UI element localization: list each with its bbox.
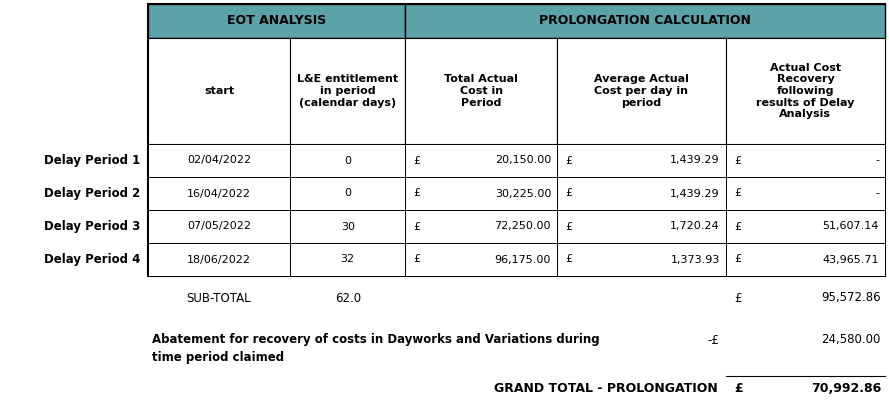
Text: 32: 32 xyxy=(340,254,355,264)
Text: GRAND TOTAL - PROLONGATION: GRAND TOTAL - PROLONGATION xyxy=(494,381,717,395)
Bar xyxy=(725,144,885,177)
Bar xyxy=(405,177,557,210)
Bar xyxy=(405,38,557,144)
Text: £: £ xyxy=(733,381,742,395)
Bar xyxy=(148,4,405,38)
Text: 72,250.00: 72,250.00 xyxy=(494,222,551,232)
Bar xyxy=(148,4,885,276)
Text: 1,439.29: 1,439.29 xyxy=(670,156,720,166)
Bar xyxy=(405,243,557,276)
Text: start: start xyxy=(204,86,234,96)
Bar xyxy=(725,177,885,210)
Text: -: - xyxy=(875,156,879,166)
Text: Delay Period 2: Delay Period 2 xyxy=(44,187,140,200)
Text: 62.0: 62.0 xyxy=(334,291,361,305)
Bar xyxy=(148,177,290,210)
Text: 95,572.86: 95,572.86 xyxy=(821,291,881,305)
Bar xyxy=(148,144,290,177)
Text: 20,150.00: 20,150.00 xyxy=(495,156,551,166)
Text: 51,607.14: 51,607.14 xyxy=(822,222,879,232)
Text: Total Actual
Cost in
Period: Total Actual Cost in Period xyxy=(444,74,518,107)
Text: Delay Period 1: Delay Period 1 xyxy=(44,154,140,167)
Text: 07/05/2022: 07/05/2022 xyxy=(187,222,251,232)
Text: 43,965.71: 43,965.71 xyxy=(822,254,879,264)
Text: £: £ xyxy=(565,254,573,264)
Text: £: £ xyxy=(413,188,420,198)
Bar xyxy=(148,243,290,276)
Text: -£: -£ xyxy=(708,334,720,347)
Bar xyxy=(557,243,725,276)
Text: £: £ xyxy=(565,188,573,198)
Bar xyxy=(725,210,885,243)
Text: £: £ xyxy=(733,188,741,198)
Text: 24,580.00: 24,580.00 xyxy=(821,334,881,347)
Text: SUB-TOTAL: SUB-TOTAL xyxy=(187,291,252,305)
Bar xyxy=(148,210,290,243)
Text: 1,720.24: 1,720.24 xyxy=(670,222,720,232)
Text: 0: 0 xyxy=(344,188,351,198)
Text: Delay Period 3: Delay Period 3 xyxy=(44,220,140,233)
Text: Abatement for recovery of costs in Dayworks and Variations during: Abatement for recovery of costs in Daywo… xyxy=(152,334,599,347)
Bar xyxy=(290,210,405,243)
Text: £: £ xyxy=(413,254,420,264)
Text: 16/04/2022: 16/04/2022 xyxy=(187,188,251,198)
Text: EOT ANALYSIS: EOT ANALYSIS xyxy=(227,15,326,27)
Text: £: £ xyxy=(733,156,741,166)
Text: -: - xyxy=(875,188,879,198)
Bar xyxy=(405,210,557,243)
Text: £: £ xyxy=(413,156,420,166)
Text: 70,992.86: 70,992.86 xyxy=(811,381,881,395)
Bar xyxy=(290,38,405,144)
Text: 1,373.93: 1,373.93 xyxy=(670,254,720,264)
Text: £: £ xyxy=(733,254,741,264)
Text: Actual Cost
Recovery
following
results of Delay
Analysis: Actual Cost Recovery following results o… xyxy=(757,63,854,119)
Bar xyxy=(557,38,725,144)
Text: £: £ xyxy=(565,156,573,166)
Bar xyxy=(290,243,405,276)
Text: 1,439.29: 1,439.29 xyxy=(670,188,720,198)
Text: £: £ xyxy=(413,222,420,232)
Bar xyxy=(148,38,290,144)
Text: 30,225.00: 30,225.00 xyxy=(494,188,551,198)
Text: Delay Period 4: Delay Period 4 xyxy=(44,253,140,266)
Bar xyxy=(405,144,557,177)
Text: PROLONGATION CALCULATION: PROLONGATION CALCULATION xyxy=(540,15,751,27)
Text: £: £ xyxy=(565,222,573,232)
Bar xyxy=(290,177,405,210)
Bar xyxy=(557,210,725,243)
Text: 0: 0 xyxy=(344,156,351,166)
Text: £: £ xyxy=(733,222,741,232)
Text: 02/04/2022: 02/04/2022 xyxy=(187,156,251,166)
Bar xyxy=(557,177,725,210)
Bar xyxy=(725,38,885,144)
Bar xyxy=(557,144,725,177)
Text: time period claimed: time period claimed xyxy=(152,352,284,364)
Bar xyxy=(725,243,885,276)
Text: 96,175.00: 96,175.00 xyxy=(494,254,551,264)
Bar xyxy=(405,4,885,38)
Text: 18/06/2022: 18/06/2022 xyxy=(187,254,251,264)
Text: £: £ xyxy=(733,291,741,305)
Bar xyxy=(290,144,405,177)
Text: L&E entitlement
in period
(calendar days): L&E entitlement in period (calendar days… xyxy=(297,74,398,107)
Text: 30: 30 xyxy=(340,222,355,232)
Text: Average Actual
Cost per day in
period: Average Actual Cost per day in period xyxy=(594,74,689,107)
